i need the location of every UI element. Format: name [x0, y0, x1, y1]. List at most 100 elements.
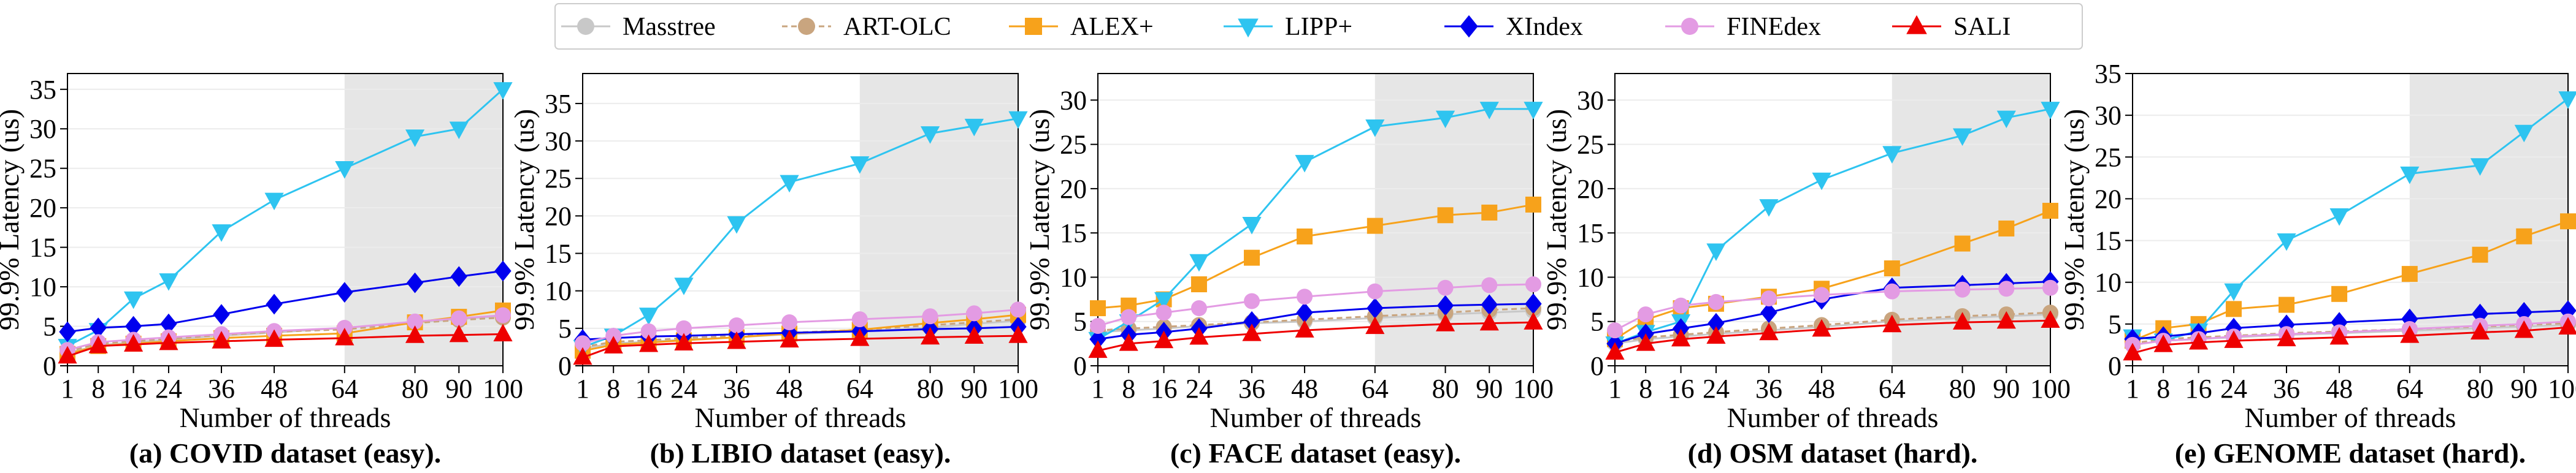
data-point-sali: [1671, 328, 1691, 347]
data-point-finedex: [1638, 306, 1654, 323]
x-axis-label: Number of threads: [180, 402, 391, 433]
x-tick-label: 8: [2156, 374, 2170, 404]
series-line-sali: [582, 335, 1019, 358]
data-point-finedex: [1190, 300, 1207, 317]
legend-frame: [554, 3, 2083, 50]
y-axis-label: 99.9% Latency (us): [1541, 109, 1572, 331]
data-point-lipp: [674, 278, 694, 295]
y-tick-label: 25: [29, 154, 56, 184]
plot-frame: [1614, 73, 2051, 366]
x-tick-label: 1: [576, 374, 589, 404]
panel-caption: (b) LIBIO dataset (easy).: [650, 437, 951, 469]
data-point-sali: [449, 324, 469, 342]
chart-panel-5: 0 5 10 15 20 25 30 35 18 16 24 36 48 64 80 90 100 Number …: [2058, 59, 2576, 469]
data-point-xindex: [1708, 312, 1725, 334]
x-tick-label: 36: [208, 374, 235, 404]
series-line-alex: [2132, 220, 2569, 342]
y-tick-label: 30: [1060, 85, 1087, 115]
data-point-finedex: [781, 314, 798, 331]
data-point-lipp: [2041, 102, 2060, 119]
data-point-sali: [493, 324, 513, 342]
data-point-finedex: [851, 311, 868, 328]
y-tick-label: 30: [545, 126, 572, 156]
series-line-alex: [582, 314, 1019, 352]
data-point-alex: [2560, 213, 2576, 230]
legend-label-art-olc: ART-OLC: [843, 13, 951, 41]
data-point-sali: [920, 327, 940, 345]
series-line-sali: [1614, 319, 2051, 354]
data-point-lipp: [123, 291, 144, 309]
series-sali: [2123, 317, 2576, 361]
legend-marker-alex: [1025, 18, 1042, 35]
y-tick-label: 15: [29, 233, 56, 263]
data-point-sali: [604, 336, 623, 354]
data-point-lipp: [2400, 166, 2420, 184]
x-tick-label: 8: [1639, 374, 1652, 404]
series-line-sali: [1097, 321, 1534, 352]
y-tick-label: 20: [1060, 174, 1087, 204]
y-tick-label: 15: [1577, 218, 1604, 248]
y-tick-label: 5: [2108, 309, 2122, 339]
y-tick-label: 10: [1060, 262, 1087, 292]
data-point-xindex: [125, 316, 142, 337]
data-point-sali: [123, 334, 144, 352]
data-point-lipp: [727, 216, 746, 234]
data-point-sali: [1636, 333, 1655, 351]
data-point-finedex: [640, 323, 657, 339]
data-point-sali: [727, 331, 746, 349]
series-alex: [1090, 196, 1541, 317]
data-point-lipp: [1524, 102, 1543, 119]
chart-panel-1: 0 5 10 15 20 25 30 35 1 8 16 24 36 48 64 80 90 100 Number …: [0, 73, 523, 469]
data-point-lipp: [1154, 292, 1174, 310]
data-point-finedex: [1998, 281, 2015, 297]
data-point-finedex: [1121, 309, 1137, 325]
data-point-sali: [264, 329, 284, 347]
data-point-sali: [1242, 324, 1262, 341]
data-point-lipp: [264, 192, 284, 211]
x-axis-label: Number of threads: [695, 402, 907, 433]
x-tick-label: 48: [776, 374, 803, 404]
data-point-lipp: [1882, 146, 1902, 164]
x-tick-label: 16: [2185, 374, 2212, 404]
data-point-finedex: [2042, 279, 2058, 296]
y-axis-label: 99.9% Latency (us): [0, 109, 25, 331]
data-point-sali: [1154, 330, 1174, 349]
data-point-alex: [2401, 266, 2418, 282]
x-tick-label: 80: [917, 374, 944, 404]
data-point-lipp: [964, 118, 984, 137]
x-tick-label: 64: [331, 374, 358, 404]
data-point-xindex: [1760, 302, 1777, 324]
data-point-lipp: [1759, 199, 1779, 217]
data-point-xindex: [90, 317, 107, 339]
legend-marker-lipp: [1238, 18, 1259, 38]
data-point-lipp: [1008, 111, 1028, 129]
data-point-xindex: [1089, 328, 1106, 350]
y-tick-label: 20: [1577, 174, 1604, 204]
series-sali: [58, 324, 513, 364]
data-point-sali: [1295, 320, 1314, 338]
data-point-finedex: [1607, 322, 1623, 339]
series-line-finedex: [1097, 283, 1534, 327]
legend-marker-finedex: [1681, 18, 1698, 35]
data-point-finedex: [605, 328, 622, 344]
y-tick-label: 5: [558, 314, 572, 344]
y-tick-label: 15: [2095, 226, 2122, 256]
series-finedex: [1090, 276, 1541, 334]
data-point-sali: [2188, 331, 2209, 350]
x-tick-label: 36: [1755, 374, 1782, 404]
data-point-sali: [1605, 342, 1625, 360]
y-tick-label: 30: [29, 114, 56, 144]
data-point-xindex: [1672, 318, 1690, 339]
series-line-alex: [1614, 210, 2051, 340]
data-point-finedex: [1010, 301, 1026, 318]
x-tick-label: 48: [2326, 374, 2353, 404]
legend-marker-xindex: [1460, 15, 1478, 38]
data-point-lipp: [449, 121, 469, 140]
data-point-alex: [1244, 249, 1260, 266]
x-tick-label: 100: [998, 374, 1038, 404]
series-line-lipp: [67, 88, 504, 347]
series-line-xindex: [1097, 303, 1534, 341]
data-point-sali: [2329, 327, 2349, 345]
series-line-masstree: [1097, 309, 1534, 333]
y-tick-label: 5: [43, 312, 56, 342]
